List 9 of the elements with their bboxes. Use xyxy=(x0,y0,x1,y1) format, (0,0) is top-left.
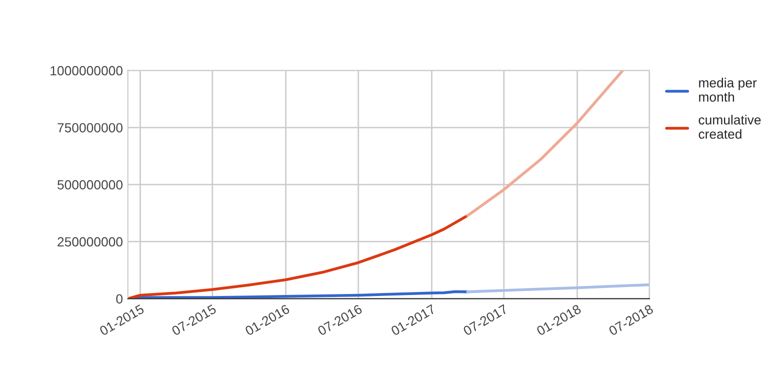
y-tick-label: 1000000000 xyxy=(50,66,123,76)
legend-label: media per month xyxy=(699,78,757,102)
legend-label: cumulative created xyxy=(698,114,761,139)
y-tick-label: 500000000 xyxy=(58,180,123,190)
y-tick-label: 750000000 xyxy=(58,123,123,132)
line-series xyxy=(128,214,470,299)
y-tick-label: 250000000 xyxy=(58,237,123,247)
y-tick-label: 0 xyxy=(116,294,122,304)
line-series xyxy=(466,70,624,217)
